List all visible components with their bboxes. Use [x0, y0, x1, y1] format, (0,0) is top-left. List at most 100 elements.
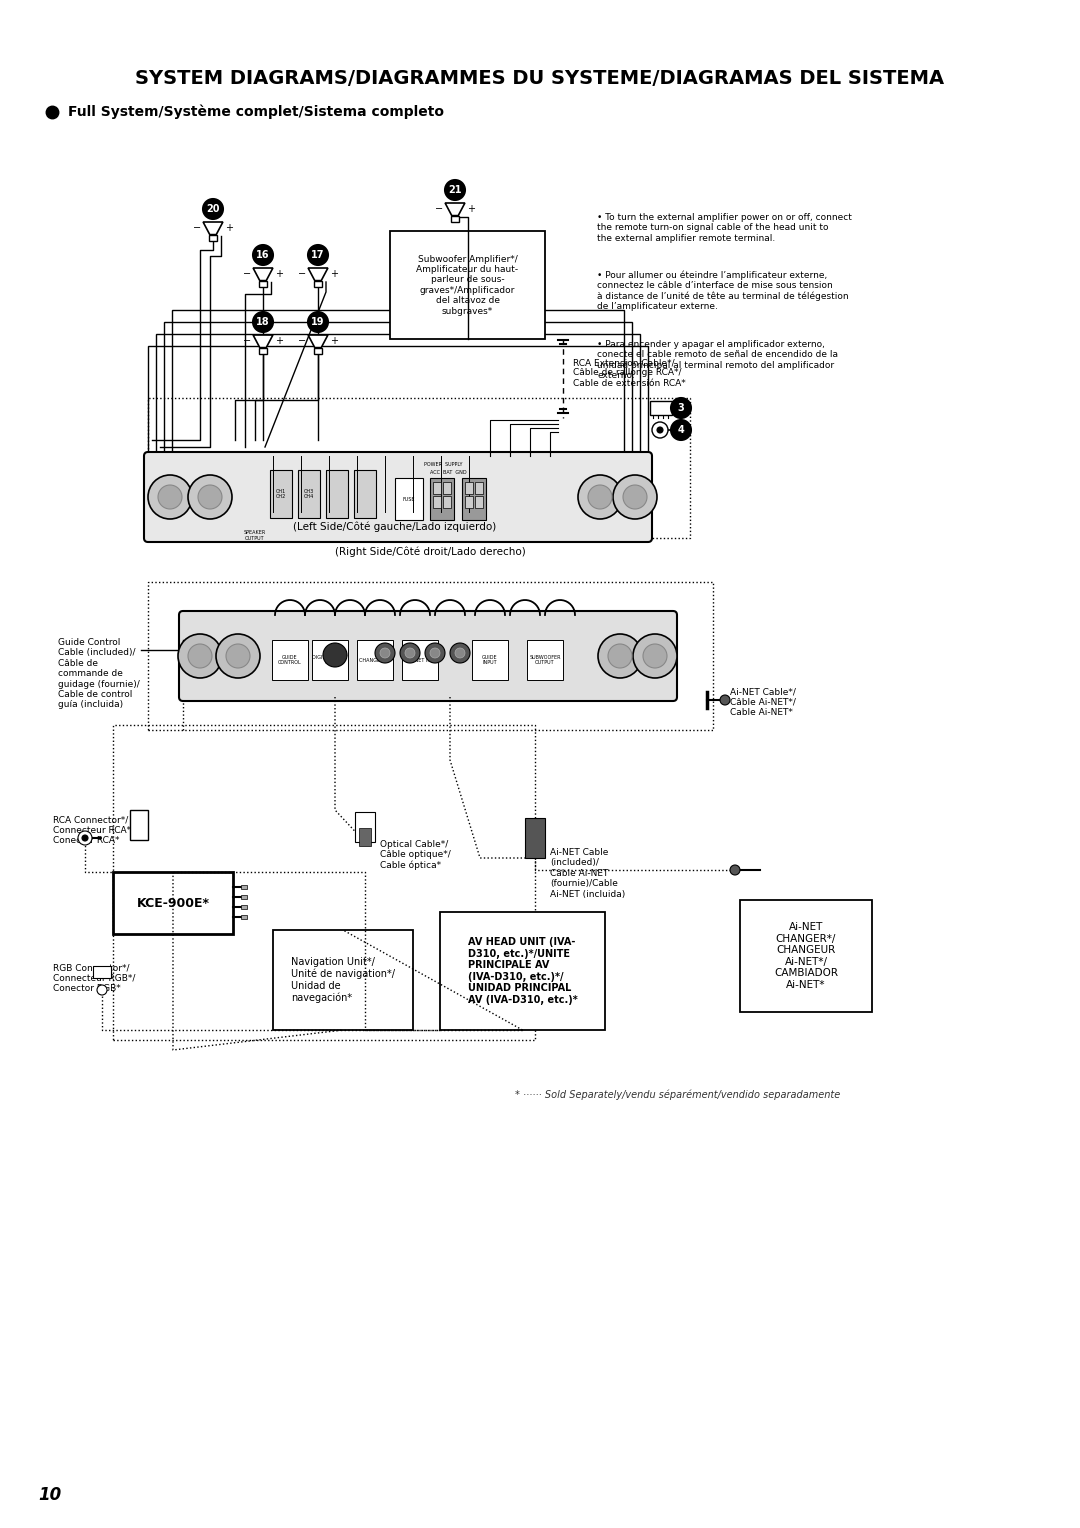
FancyBboxPatch shape — [144, 452, 652, 542]
Polygon shape — [203, 222, 222, 235]
Bar — [273, 931, 413, 1030]
Circle shape — [657, 426, 663, 432]
Text: +: + — [329, 269, 338, 280]
Circle shape — [158, 484, 183, 509]
Circle shape — [323, 643, 347, 668]
Circle shape — [188, 643, 212, 668]
Bar — [443, 481, 451, 494]
Bar — [475, 497, 483, 507]
Circle shape — [671, 420, 691, 440]
Polygon shape — [308, 335, 328, 347]
Text: Optical Cable*/
Câble optique*/
Cable óptica*: Optical Cable*/ Câble optique*/ Cable óp… — [380, 840, 450, 871]
Text: +: + — [275, 336, 283, 347]
Circle shape — [148, 475, 192, 520]
Bar — [465, 481, 473, 494]
Circle shape — [253, 312, 273, 332]
Bar — [148, 582, 713, 730]
Circle shape — [380, 648, 390, 659]
Circle shape — [633, 634, 677, 678]
Bar — [359, 828, 372, 847]
Polygon shape — [253, 335, 273, 347]
Text: AV HEAD UNIT (IVA-
D310, etc.)*/UNITE
PRINCIPALE AV
(IVA-D310, etc.)*/
UNIDAD PR: AV HEAD UNIT (IVA- D310, etc.)*/UNITE PR… — [468, 937, 578, 1005]
Text: * ······ Sold Separately/vendu séparément/vendido separadamente: * ······ Sold Separately/vendu séparémen… — [515, 1089, 840, 1100]
Circle shape — [455, 648, 465, 659]
Bar — [148, 397, 690, 538]
Text: +: + — [225, 223, 233, 234]
Text: Ai-NET
CHANGER*/
CHANGEUR
Ai-NET*/
CAMBIADOR
Ai-NET*: Ai-NET CHANGER*/ CHANGEUR Ai-NET*/ CAMBI… — [774, 921, 838, 990]
Circle shape — [450, 643, 470, 663]
Bar — [357, 640, 393, 680]
Bar — [241, 885, 247, 889]
Text: +: + — [275, 269, 283, 280]
Bar — [354, 471, 376, 518]
Bar — [208, 235, 217, 241]
Circle shape — [178, 634, 222, 678]
Bar — [462, 478, 486, 520]
Bar — [270, 471, 292, 518]
Text: Guide Control
Cable (included)/
Câble de
commande de
guidage (fournie)/
Cable de: Guide Control Cable (included)/ Câble de… — [58, 639, 140, 709]
Text: −: − — [298, 336, 306, 347]
Text: 18: 18 — [256, 316, 270, 327]
Text: 19: 19 — [311, 316, 325, 327]
Circle shape — [578, 475, 622, 520]
Text: • Pour allumer ou éteindre l’amplificateur externe,
connectez le câble d’interfa: • Pour allumer ou éteindre l’amplificate… — [597, 270, 849, 312]
Text: SPEAKER
OUTPUT: SPEAKER OUTPUT — [244, 530, 266, 541]
Text: 17: 17 — [311, 251, 325, 260]
Circle shape — [405, 648, 415, 659]
Circle shape — [97, 986, 107, 995]
Circle shape — [652, 422, 669, 439]
Bar — [314, 347, 322, 354]
Text: (Left Side/Côté gauche/Lado izquierdo): (Left Side/Côté gauche/Lado izquierdo) — [294, 521, 497, 532]
Text: SUBWOOFER
OUTPUT: SUBWOOFER OUTPUT — [529, 654, 561, 665]
Text: FUSE: FUSE — [403, 497, 415, 501]
Text: Full System/Système complet/Sistema completo: Full System/Système complet/Sistema comp… — [68, 105, 444, 119]
FancyBboxPatch shape — [179, 611, 677, 701]
Text: GUIDE
CONTROL: GUIDE CONTROL — [279, 654, 302, 665]
Bar — [272, 640, 308, 680]
Circle shape — [445, 180, 465, 200]
Circle shape — [623, 484, 647, 509]
Circle shape — [216, 634, 260, 678]
Circle shape — [198, 484, 222, 509]
Text: 10: 10 — [38, 1487, 62, 1504]
Bar — [475, 481, 483, 494]
Circle shape — [426, 643, 445, 663]
Text: CHANGER IN: CHANGER IN — [360, 657, 391, 663]
Bar — [433, 481, 441, 494]
Circle shape — [671, 397, 691, 419]
Bar — [314, 281, 322, 287]
Bar — [113, 724, 535, 1041]
Text: RGB Connector*/
Connecteur RGB*/
Conector RGB*: RGB Connector*/ Connecteur RGB*/ Conecto… — [53, 963, 135, 993]
Bar — [433, 497, 441, 507]
Text: GUIDE
INPUT: GUIDE INPUT — [482, 654, 498, 665]
Bar — [525, 817, 545, 859]
Polygon shape — [308, 267, 328, 281]
Bar — [241, 905, 247, 909]
Text: 20: 20 — [206, 205, 219, 214]
Text: POWER  SUPPLY: POWER SUPPLY — [423, 461, 462, 466]
Bar — [241, 895, 247, 898]
Bar — [312, 640, 348, 680]
Circle shape — [226, 643, 249, 668]
Bar — [395, 478, 423, 520]
Bar — [440, 912, 605, 1030]
Bar — [443, 497, 451, 507]
Text: ACC  BAT  GND: ACC BAT GND — [430, 469, 467, 475]
Bar — [113, 872, 233, 934]
Text: CH3
CH4: CH3 CH4 — [303, 489, 314, 500]
Circle shape — [78, 831, 92, 845]
Text: RCA Extension Cable*/
Câble de rallonge RCA*/
Cable de extensión RCA*: RCA Extension Cable*/ Câble de rallonge … — [573, 358, 686, 388]
Polygon shape — [253, 267, 273, 281]
Text: Ai-NET Cable
(included)/
Câble Ai-NET
(fournie)/Cable
Ai-NET (incluida): Ai-NET Cable (included)/ Câble Ai-NET (f… — [550, 848, 625, 898]
Text: 16: 16 — [256, 251, 270, 260]
Circle shape — [608, 643, 632, 668]
Text: CH1
CH2: CH1 CH2 — [275, 489, 286, 500]
Bar — [93, 966, 111, 978]
Bar — [298, 471, 320, 518]
Bar — [241, 915, 247, 918]
Bar — [527, 640, 563, 680]
Bar — [259, 281, 267, 287]
Bar — [164, 322, 632, 480]
Circle shape — [308, 312, 328, 332]
Circle shape — [598, 634, 642, 678]
